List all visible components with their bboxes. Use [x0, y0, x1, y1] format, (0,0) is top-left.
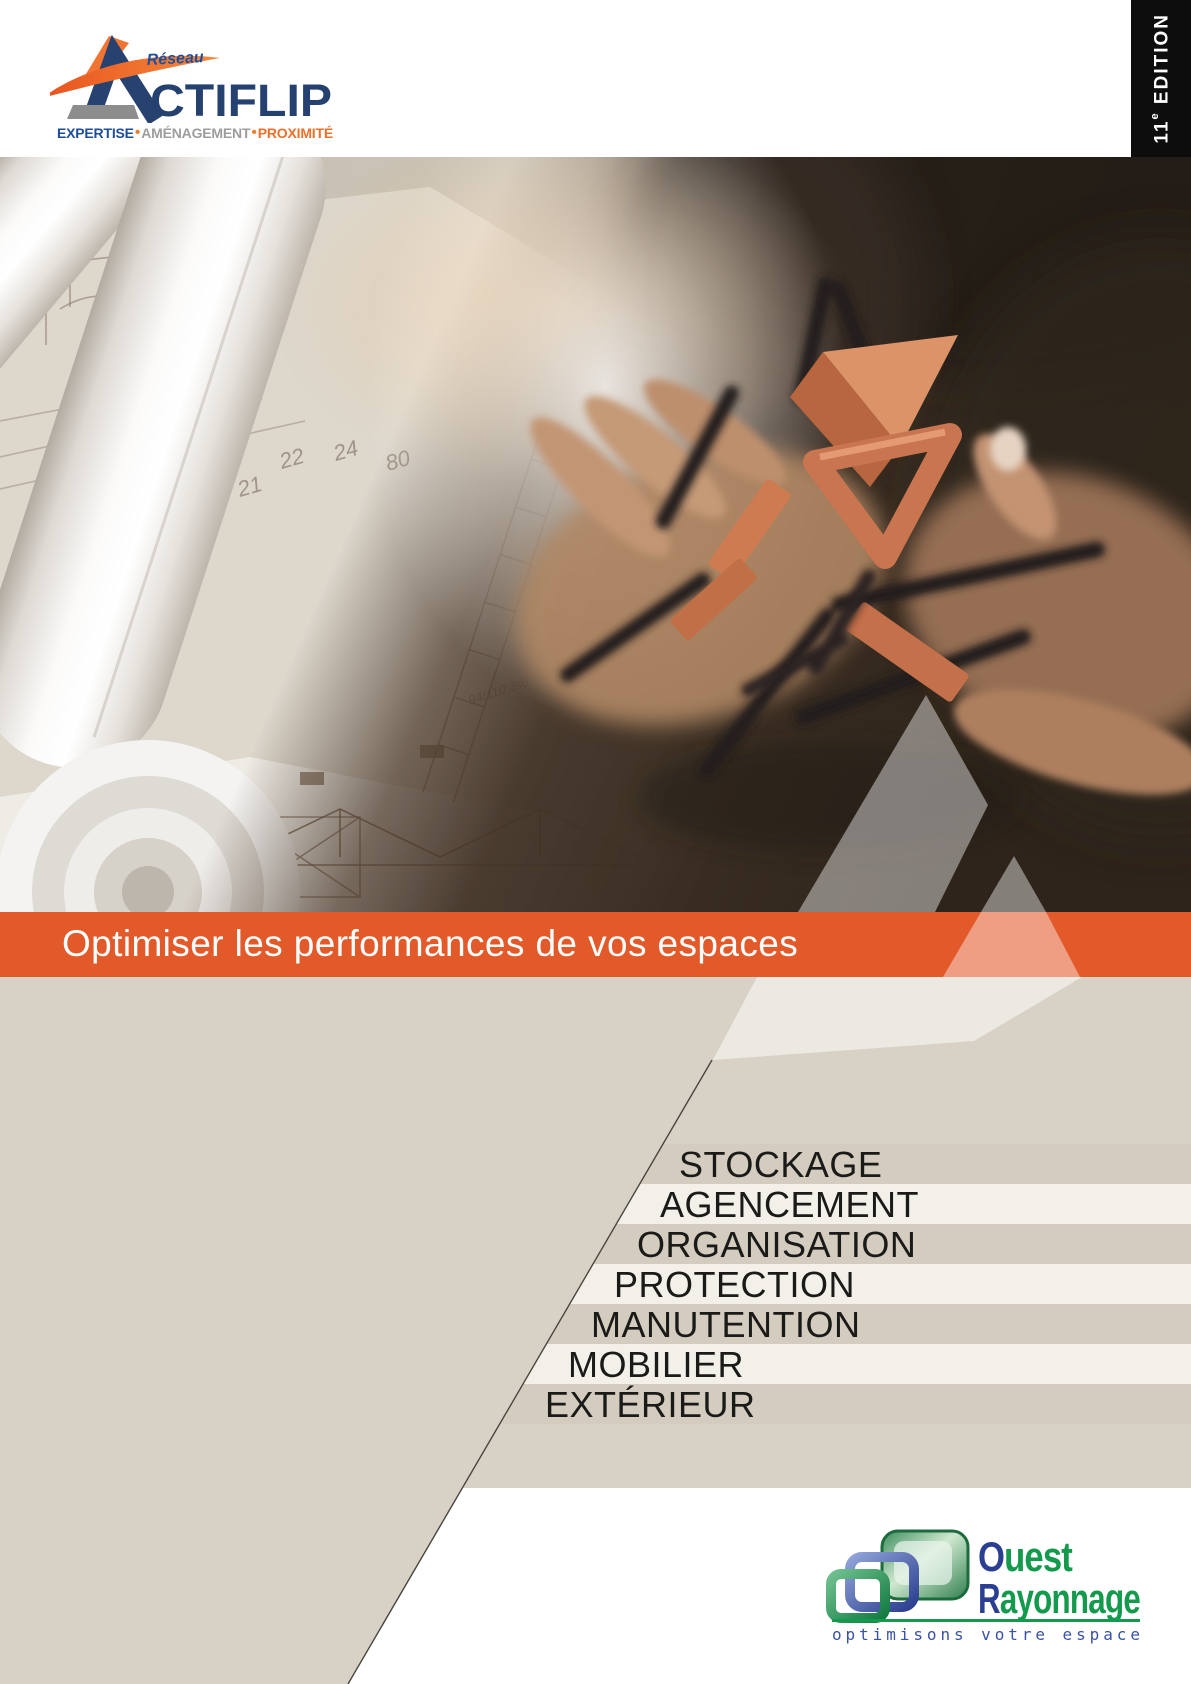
category-list: STOCKAGE AGENCEMENT ORGANISATION PROTECT… — [498, 1144, 1191, 1425]
header: Réseau CTIFLIP EXPERTISE • AMÉNAGEMENT •… — [0, 0, 1191, 157]
category-row-mobilier: MOBILIER — [498, 1344, 1191, 1385]
category-section: STOCKAGE AGENCEMENT ORGANISATION PROTECT… — [0, 977, 1191, 1684]
footer-white-area — [348, 1488, 1191, 1684]
category-label: EXTÉRIEUR — [545, 1384, 756, 1425]
logo-network-label: Réseau — [146, 49, 204, 69]
partner-rule — [832, 1619, 1140, 1622]
category-row-protection: PROTECTION — [498, 1264, 1191, 1305]
tagline: EXPERTISE • AMÉNAGEMENT • PROXIMITÉ — [57, 124, 333, 141]
ouest-rayonnage-logo: Ouest Rayonnage optimisons votre espace — [826, 1529, 1141, 1644]
logo-wordmark: CTIFLIP — [150, 75, 332, 123]
tagline-amenagement: AMÉNAGEMENT — [141, 124, 251, 141]
wooden-puzzle — [560, 276, 1106, 777]
partner-name-line1: Ouest — [978, 1533, 1073, 1580]
category-label: PROTECTION — [614, 1264, 856, 1305]
bullet-icon: • — [251, 124, 257, 141]
edition-label: 11e EDITION — [1148, 13, 1173, 144]
cover-title: Optimiser les performances de vos espace… — [62, 923, 799, 964]
cover-photo: 11 10 21 22 24 80 SH7/Js6 94/110 Js6 — [0, 157, 1191, 912]
logo-swoosh-icon — [50, 55, 220, 96]
bullet-icon: • — [134, 124, 141, 141]
category-row-exterieur: EXTÉRIEUR — [498, 1384, 1191, 1425]
category-label: MOBILIER — [568, 1344, 745, 1385]
category-label: STOCKAGE — [679, 1144, 883, 1185]
tagline-proximite: PROXIMITÉ — [257, 124, 333, 141]
tagline-expertise: EXPERTISE — [57, 124, 134, 141]
watermark-a-icon — [798, 695, 1046, 912]
edition-badge: 11e EDITION — [1131, 0, 1191, 157]
category-label: ORGANISATION — [637, 1224, 917, 1265]
logo-base-icon — [67, 105, 139, 119]
diagonal-line — [347, 1059, 713, 1684]
actiflip-logo: Réseau CTIFLIP — [50, 34, 332, 123]
cubes-icon — [826, 1529, 970, 1623]
partner-slogan: optimisons votre espace — [832, 1625, 1140, 1644]
partner-name-line2: Rayonnage — [978, 1575, 1140, 1622]
logo-a-icon — [83, 34, 164, 123]
category-row-manutention: MANUTENTION — [498, 1304, 1191, 1345]
title-banner: Optimiser les performances de vos espace… — [0, 912, 1191, 977]
category-row-organisation: ORGANISATION — [498, 1224, 1191, 1265]
category-label: MANUTENTION — [591, 1304, 861, 1345]
category-label: AGENCEMENT — [660, 1184, 920, 1225]
